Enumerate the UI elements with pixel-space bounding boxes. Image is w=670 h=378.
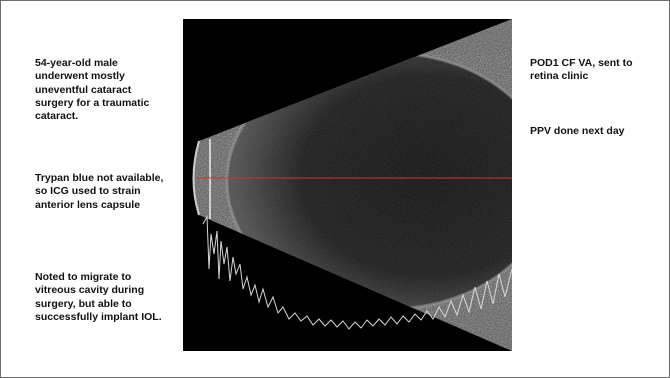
pod1-note: POD1 CF VA, sent to retina clinic <box>530 57 633 83</box>
history-note: 54-year-old male underwent mostly uneven… <box>35 57 150 123</box>
icg-note: Trypan blue not available, so ICG used t… <box>35 172 164 211</box>
probe-face <box>192 140 200 216</box>
a-scan-trace <box>202 215 512 330</box>
ultrasound-image <box>183 19 512 351</box>
ultrasound-scan <box>183 19 512 351</box>
ppv-note: PPV done next day <box>530 125 625 137</box>
migration-note: Noted to migrate to vitreous cavity duri… <box>35 271 162 323</box>
